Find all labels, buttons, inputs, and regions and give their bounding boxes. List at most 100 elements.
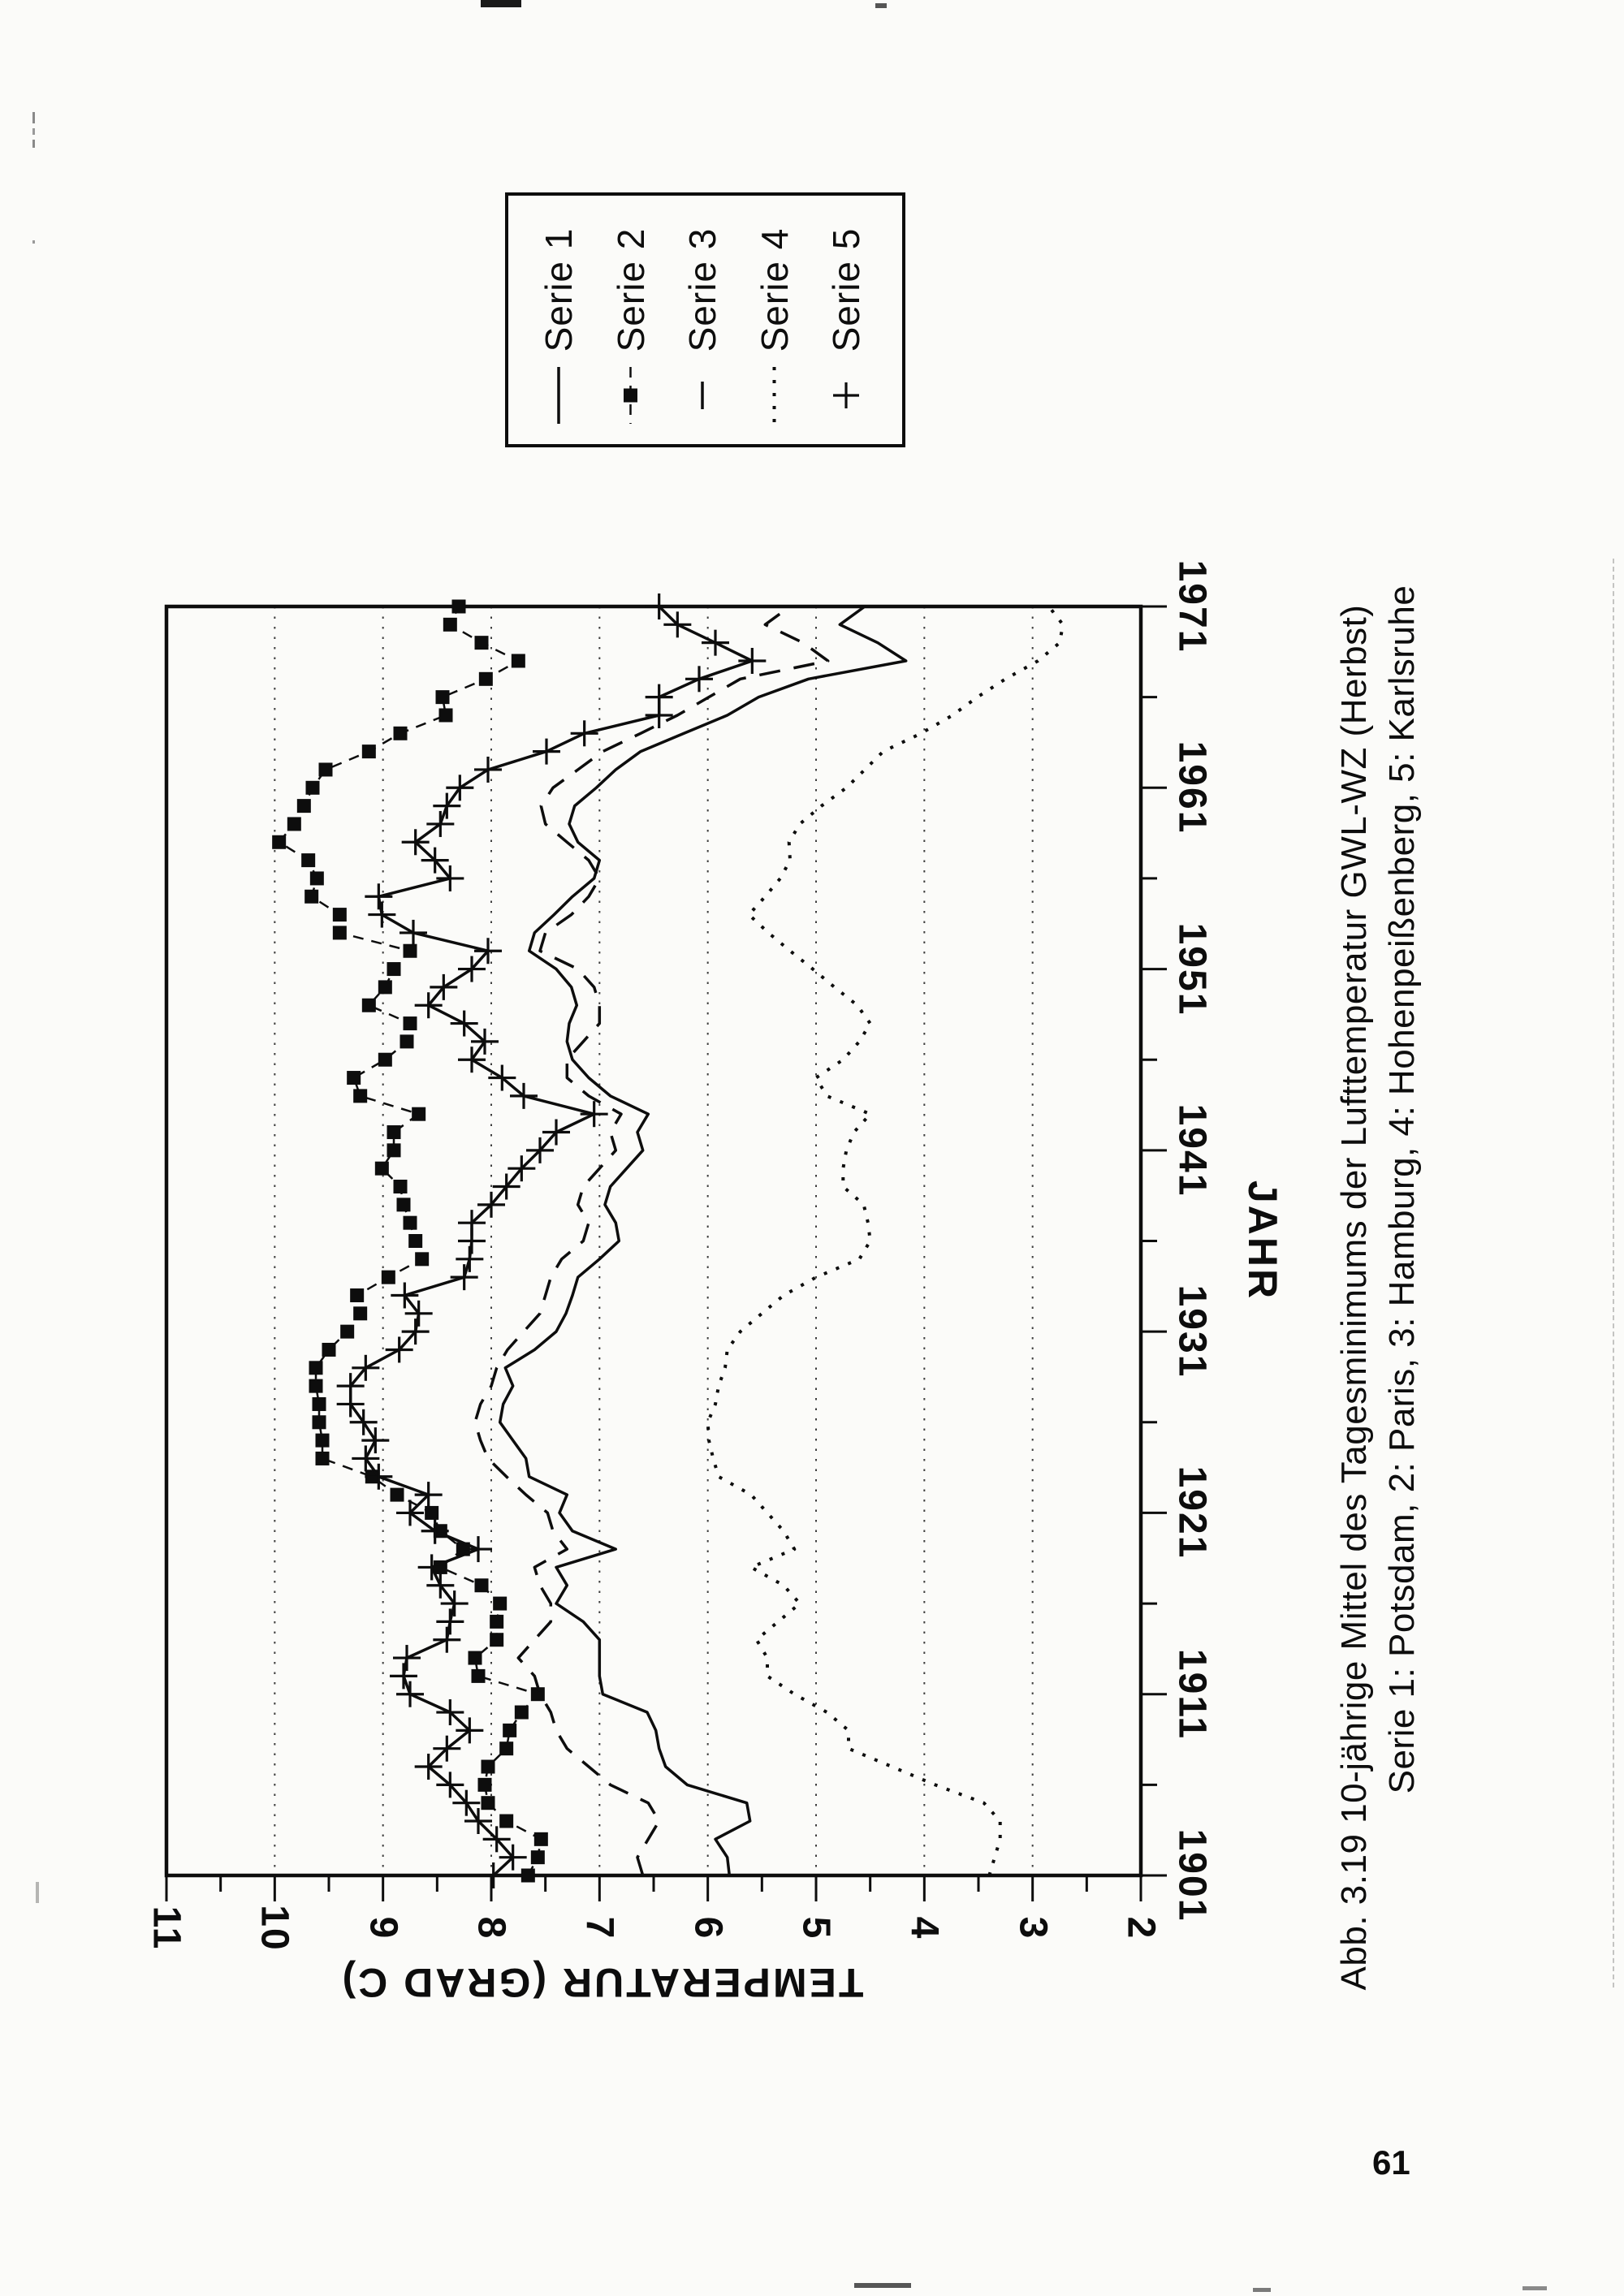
- series-marker-square: [474, 636, 489, 650]
- series-marker-square: [318, 762, 333, 777]
- series-marker-square: [378, 980, 392, 995]
- series-marker-square: [272, 835, 287, 849]
- series-marker-square: [387, 962, 401, 977]
- series-marker-square: [361, 998, 376, 1012]
- scan-artifact: [32, 140, 35, 148]
- series-marker-square: [533, 1832, 548, 1846]
- legend-entry-label: Serie 4: [753, 227, 796, 352]
- y-axis-title: TEMPERATUR (GRAD C): [339, 1960, 864, 2005]
- series-marker-square: [438, 708, 453, 723]
- series-marker-square: [296, 799, 311, 814]
- series-marker-square: [322, 1342, 336, 1357]
- scan-artifact: [32, 128, 35, 135]
- series-marker-square: [340, 1324, 355, 1339]
- series-marker-square: [387, 1125, 401, 1140]
- series-marker-square: [490, 1614, 504, 1629]
- legend-entry-label: Serie 1: [538, 227, 580, 352]
- series-marker-square: [451, 599, 466, 614]
- figure-caption-line2: Serie 1: Potsdam, 2: Paris, 3: Hamburg, …: [1382, 585, 1422, 1794]
- legend-entry-label: Serie 5: [825, 227, 867, 352]
- series-line-s4: [706, 605, 1065, 1876]
- series-marker-square: [471, 1668, 486, 1683]
- series-marker-square: [393, 1180, 408, 1194]
- scan-artifact: [854, 2283, 911, 2288]
- series-marker-square: [478, 671, 493, 686]
- scan-artifact: [875, 3, 887, 8]
- series-marker-square: [332, 908, 347, 922]
- plot-frame: [164, 604, 1143, 1878]
- series-marker-square: [400, 1034, 414, 1049]
- series-marker-square: [305, 780, 320, 795]
- series-marker-square: [381, 1270, 395, 1284]
- series-marker-square: [493, 1596, 508, 1611]
- y-tick-label: 8: [469, 1916, 513, 1940]
- x-tick-label: 1931: [1170, 1284, 1214, 1379]
- series-marker-square: [511, 654, 525, 668]
- series-marker-square: [403, 1016, 417, 1031]
- series-marker-square: [425, 1505, 439, 1520]
- y-tick-label: 9: [361, 1916, 405, 1940]
- series-marker-square: [361, 744, 376, 759]
- series-marker-square: [443, 617, 457, 632]
- series-marker-square: [520, 1868, 535, 1883]
- x-tick-label: 1941: [1170, 1103, 1214, 1198]
- legend-entry-label: Serie 2: [609, 227, 652, 352]
- series-marker-square: [490, 1633, 504, 1647]
- scan-artifact: [1253, 2288, 1271, 2292]
- x-tick-label: 1901: [1170, 1828, 1214, 1923]
- series-marker-square: [499, 1741, 514, 1756]
- scan-fold-line: [1613, 559, 1614, 1987]
- x-tick-label: 1951: [1170, 922, 1214, 1016]
- series-marker-square: [499, 1814, 514, 1828]
- series-marker-square: [315, 1433, 330, 1448]
- series-marker-square: [503, 1723, 517, 1737]
- series-marker-square: [387, 1143, 401, 1158]
- y-tick-label: 10: [253, 1905, 296, 1952]
- series-marker-square: [347, 1071, 361, 1085]
- series-marker-square: [312, 1415, 326, 1430]
- series-marker-square: [408, 1234, 423, 1248]
- x-tick-label: 1911: [1170, 1648, 1214, 1740]
- x-axis-title: JAHR: [1240, 1180, 1285, 1301]
- series-marker-square: [312, 1396, 326, 1411]
- y-tick-label: 5: [794, 1916, 838, 1940]
- series-marker-square: [477, 1777, 492, 1792]
- y-tick-label: 7: [577, 1916, 621, 1940]
- series-marker-square: [350, 1288, 365, 1302]
- x-tick-label: 1921: [1170, 1466, 1214, 1560]
- series-marker-square: [393, 726, 408, 740]
- scan-artifact: [1522, 2286, 1547, 2290]
- legend-symbol-s2-square: [624, 388, 637, 403]
- series-marker-square: [353, 1089, 368, 1103]
- legend-entry-label: Serie 3: [681, 227, 723, 352]
- y-tick-label: 6: [686, 1916, 730, 1940]
- series-marker-square: [304, 889, 319, 904]
- x-tick-label: 1971: [1170, 559, 1214, 654]
- series-marker-square: [514, 1705, 529, 1720]
- series-marker-square: [415, 1252, 430, 1267]
- y-tick-label: 4: [902, 1916, 946, 1940]
- series-marker-square: [530, 1687, 545, 1702]
- series-marker-square: [403, 1215, 417, 1230]
- figure-caption-line1: Abb. 3.19 10-jährige Mittel des Tagesmin…: [1334, 604, 1374, 1991]
- series-marker-square: [374, 1161, 389, 1176]
- series-marker-square: [353, 1306, 368, 1321]
- scan-artifact: [32, 240, 35, 244]
- series-marker-square: [530, 1850, 545, 1865]
- y-tick-label: 3: [1011, 1916, 1055, 1940]
- series-marker-square: [309, 1379, 323, 1393]
- y-tick-label: 2: [1119, 1916, 1163, 1940]
- page-number: 61: [1372, 2143, 1410, 2182]
- series-marker-square: [468, 1651, 482, 1665]
- series-marker-square: [301, 853, 316, 868]
- series-marker-square: [287, 817, 301, 831]
- series-marker-square: [481, 1759, 495, 1774]
- series-marker-square: [309, 1361, 323, 1375]
- series-marker-square: [315, 1451, 330, 1465]
- series-marker-square: [332, 926, 347, 940]
- series-marker-square: [403, 943, 417, 958]
- chart-legend: [505, 192, 905, 447]
- series-line-s3: [473, 605, 830, 1876]
- series-marker-square: [396, 1198, 411, 1212]
